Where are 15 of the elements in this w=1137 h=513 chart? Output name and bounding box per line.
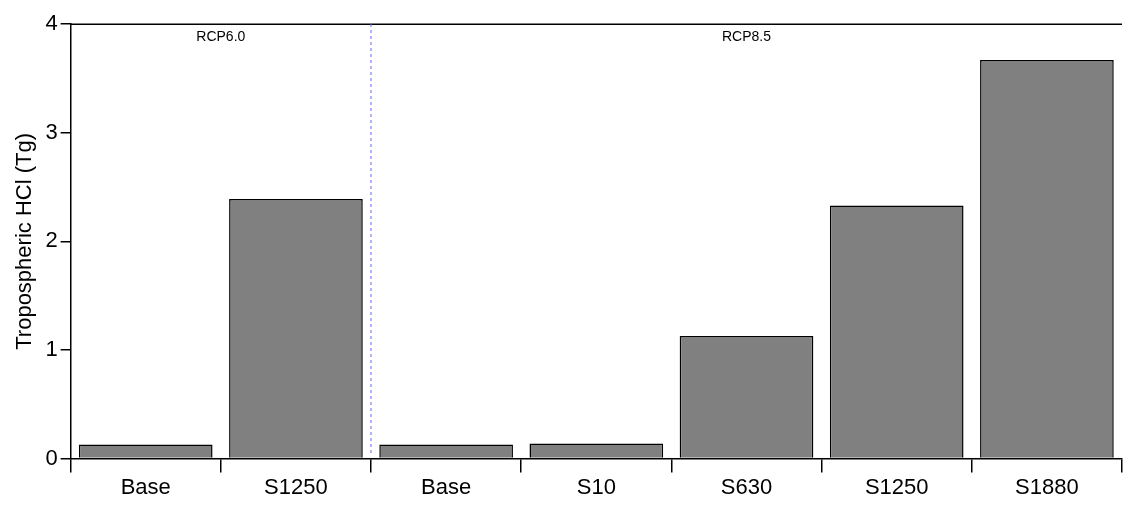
x-tick-label: S1250 (864, 473, 929, 499)
x-tick-label: S1250 (264, 473, 328, 499)
y-tick-label: 1 (45, 336, 58, 362)
x-tick-label: Base (120, 473, 171, 499)
x-tick-label: S1880 (1015, 473, 1079, 499)
annotation: RCP6.0 (196, 28, 246, 45)
x-tick-label: S630 (720, 473, 773, 499)
y-tick-label: 3 (45, 118, 58, 144)
y-axis-title: Tropospheric HCl (Tg) (11, 133, 37, 350)
y-tick-label: 2 (45, 227, 58, 253)
x-tick-label: Base (421, 473, 472, 499)
y-tick-label: 4 (45, 10, 58, 36)
x-tick-label: S10 (576, 473, 616, 499)
y-tick-label: 0 (45, 444, 58, 470)
annotation: RCP8.5 (722, 28, 772, 45)
